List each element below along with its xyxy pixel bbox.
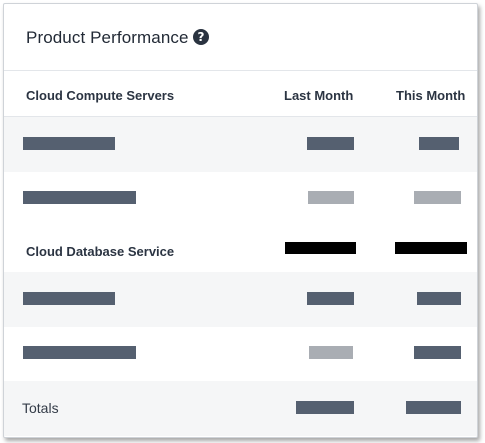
redacted-total-last-month xyxy=(296,401,354,414)
totals-row: Totals xyxy=(4,381,477,436)
redacted-this-month-value xyxy=(414,346,461,359)
column-header-last-month[interactable]: Last Month xyxy=(284,88,354,103)
table-header-row: Cloud Compute Servers Last Month This Mo… xyxy=(4,71,477,117)
redacted-last-month-value xyxy=(307,137,354,150)
table-row xyxy=(4,172,477,227)
redacted-last-month-value xyxy=(308,191,354,204)
redacted-product-name xyxy=(23,292,115,305)
redacted-total-this-month xyxy=(406,401,461,414)
redacted-section-last-month xyxy=(285,242,356,254)
section-row: Cloud Database Service xyxy=(4,227,477,273)
column-header-this-month[interactable]: This Month xyxy=(396,88,466,103)
product-performance-card: Product Performance ? Cloud Compute Serv… xyxy=(3,3,478,438)
section-label: Cloud Database Service xyxy=(26,244,175,259)
totals-label: Totals xyxy=(22,400,59,416)
redacted-this-month-value xyxy=(414,191,461,204)
redacted-product-name xyxy=(23,346,136,359)
redacted-this-month-value xyxy=(419,137,459,150)
redacted-this-month-value xyxy=(417,292,461,305)
redacted-last-month-value xyxy=(309,346,353,359)
card-title: Product Performance xyxy=(26,28,189,47)
table-row xyxy=(4,117,477,172)
question-circle-icon[interactable]: ? xyxy=(193,29,209,45)
column-header-product[interactable]: Cloud Compute Servers xyxy=(26,88,175,103)
card-header: Product Performance ? xyxy=(4,4,477,71)
redacted-last-month-value xyxy=(307,292,354,305)
redacted-section-this-month xyxy=(395,242,467,254)
table-row xyxy=(4,272,477,327)
redacted-product-name xyxy=(23,191,136,204)
table-row xyxy=(4,327,477,382)
redacted-product-name xyxy=(23,137,115,150)
